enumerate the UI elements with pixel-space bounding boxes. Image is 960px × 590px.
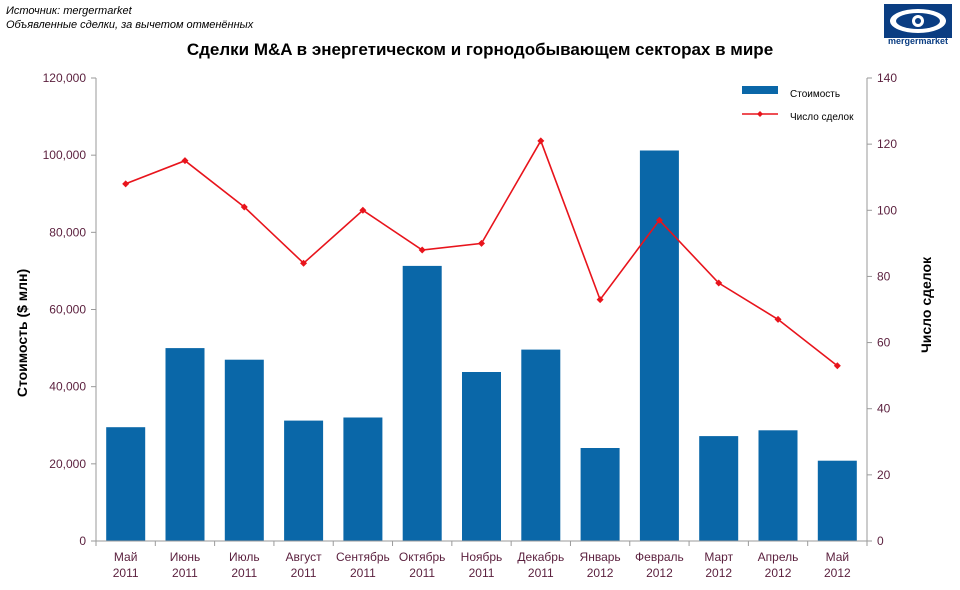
y-right-tick-label: 80	[877, 269, 891, 283]
line-count	[125, 138, 838, 367]
x-tick-label-year: 2012	[587, 566, 614, 580]
x-tick-label-year: 2012	[765, 566, 792, 580]
x-tick-label-year: 2011	[409, 566, 435, 580]
bar-value	[106, 427, 146, 541]
bar-value	[402, 265, 442, 541]
bar-value	[521, 349, 561, 541]
y-tick-label: 20,000	[49, 457, 86, 471]
mergermarket-logo	[884, 4, 952, 38]
x-tick-label-year: 2011	[528, 566, 554, 580]
x-tick-label: Март	[704, 550, 733, 564]
legend: Стоимость Число сделок	[742, 86, 854, 123]
y-right-tick-label: 20	[877, 468, 891, 482]
y-right-tick-label: 60	[877, 336, 891, 350]
bar-value	[580, 448, 620, 541]
point-count	[833, 362, 841, 370]
x-tick-label-year: 2011	[469, 566, 495, 580]
y-tick-label: 40,000	[49, 380, 86, 394]
point-count	[240, 203, 248, 211]
y-right-tick-label: 100	[877, 203, 897, 217]
y-axis-title: Стоимость ($ млн)	[14, 269, 30, 397]
point-count	[300, 259, 308, 267]
y-right-tick-label: 0	[877, 534, 884, 548]
legend-label-value: Стоимость	[790, 89, 840, 100]
bar-value	[639, 150, 679, 541]
point-count	[122, 180, 130, 188]
point-count	[596, 296, 604, 304]
chart-title: Сделки M&A в энергетическом и горнодобыв…	[186, 40, 774, 59]
bar-value	[343, 417, 383, 541]
logo-text: mergermarket	[887, 36, 949, 46]
legend-label-count: Число сделок	[790, 112, 854, 123]
bar-value	[462, 372, 501, 541]
y-tick-label: 0	[79, 534, 86, 548]
source-note: Источник: mergermarket Объявленные сделк…	[6, 4, 253, 32]
point-count	[359, 206, 367, 214]
y-tick-label: 120,000	[43, 71, 87, 85]
x-tick-label-year: 2012	[646, 566, 673, 580]
y-right-tick-label: 40	[877, 402, 891, 416]
x-tick-label-year: 2011	[113, 566, 139, 580]
x-tick-label: Октябрь	[399, 550, 446, 564]
point-count	[655, 216, 663, 224]
bar-value	[817, 460, 857, 541]
point-count	[537, 137, 545, 145]
source-line-1: Источник: mergermarket	[6, 5, 132, 17]
x-tick-label-year: 2012	[705, 566, 732, 580]
x-tick-label-year: 2011	[231, 566, 257, 580]
y-axis-right-title: Число сделок	[918, 256, 934, 353]
x-tick-label-year: 2011	[172, 566, 198, 580]
x-tick-label: Июнь	[170, 550, 201, 564]
bar-value	[758, 430, 798, 541]
bar-value	[224, 359, 264, 541]
y-tick-label: 80,000	[49, 225, 86, 239]
point-count	[478, 239, 485, 247]
x-tick-label: Ноябрь	[461, 550, 503, 564]
x-tick-label: Май	[114, 550, 138, 564]
x-tick-label-year: 2011	[291, 566, 317, 580]
point-count	[181, 157, 189, 165]
source-line-2: Объявленные сделки, за вычетом отменённы…	[6, 19, 254, 31]
x-tick-label-year: 2011	[350, 566, 376, 580]
point-count	[715, 279, 723, 287]
point-count	[774, 315, 782, 323]
y-tick-label: 60,000	[49, 303, 86, 317]
x-tick-label: Февраль	[635, 550, 684, 564]
bar-value	[699, 436, 739, 541]
y-right-tick-label: 120	[877, 137, 897, 151]
x-tick-label: Апрель	[758, 550, 799, 564]
x-tick-label: Декабрь	[517, 550, 564, 564]
y-right-tick-label: 140	[877, 71, 897, 85]
y-tick-label: 100,000	[43, 148, 87, 162]
x-tick-label: Май	[826, 550, 850, 564]
x-tick-label: Август	[286, 550, 323, 564]
legend-swatch-value	[742, 86, 778, 94]
legend-marker-count	[757, 111, 763, 117]
x-tick-label-year: 2012	[824, 566, 851, 580]
point-count	[418, 246, 426, 254]
x-tick-label: Январь	[580, 550, 621, 564]
x-tick-label: Сентябрь	[336, 550, 390, 564]
bar-value	[165, 348, 205, 541]
x-tick-label: Июль	[229, 550, 260, 564]
bar-value	[284, 420, 324, 541]
